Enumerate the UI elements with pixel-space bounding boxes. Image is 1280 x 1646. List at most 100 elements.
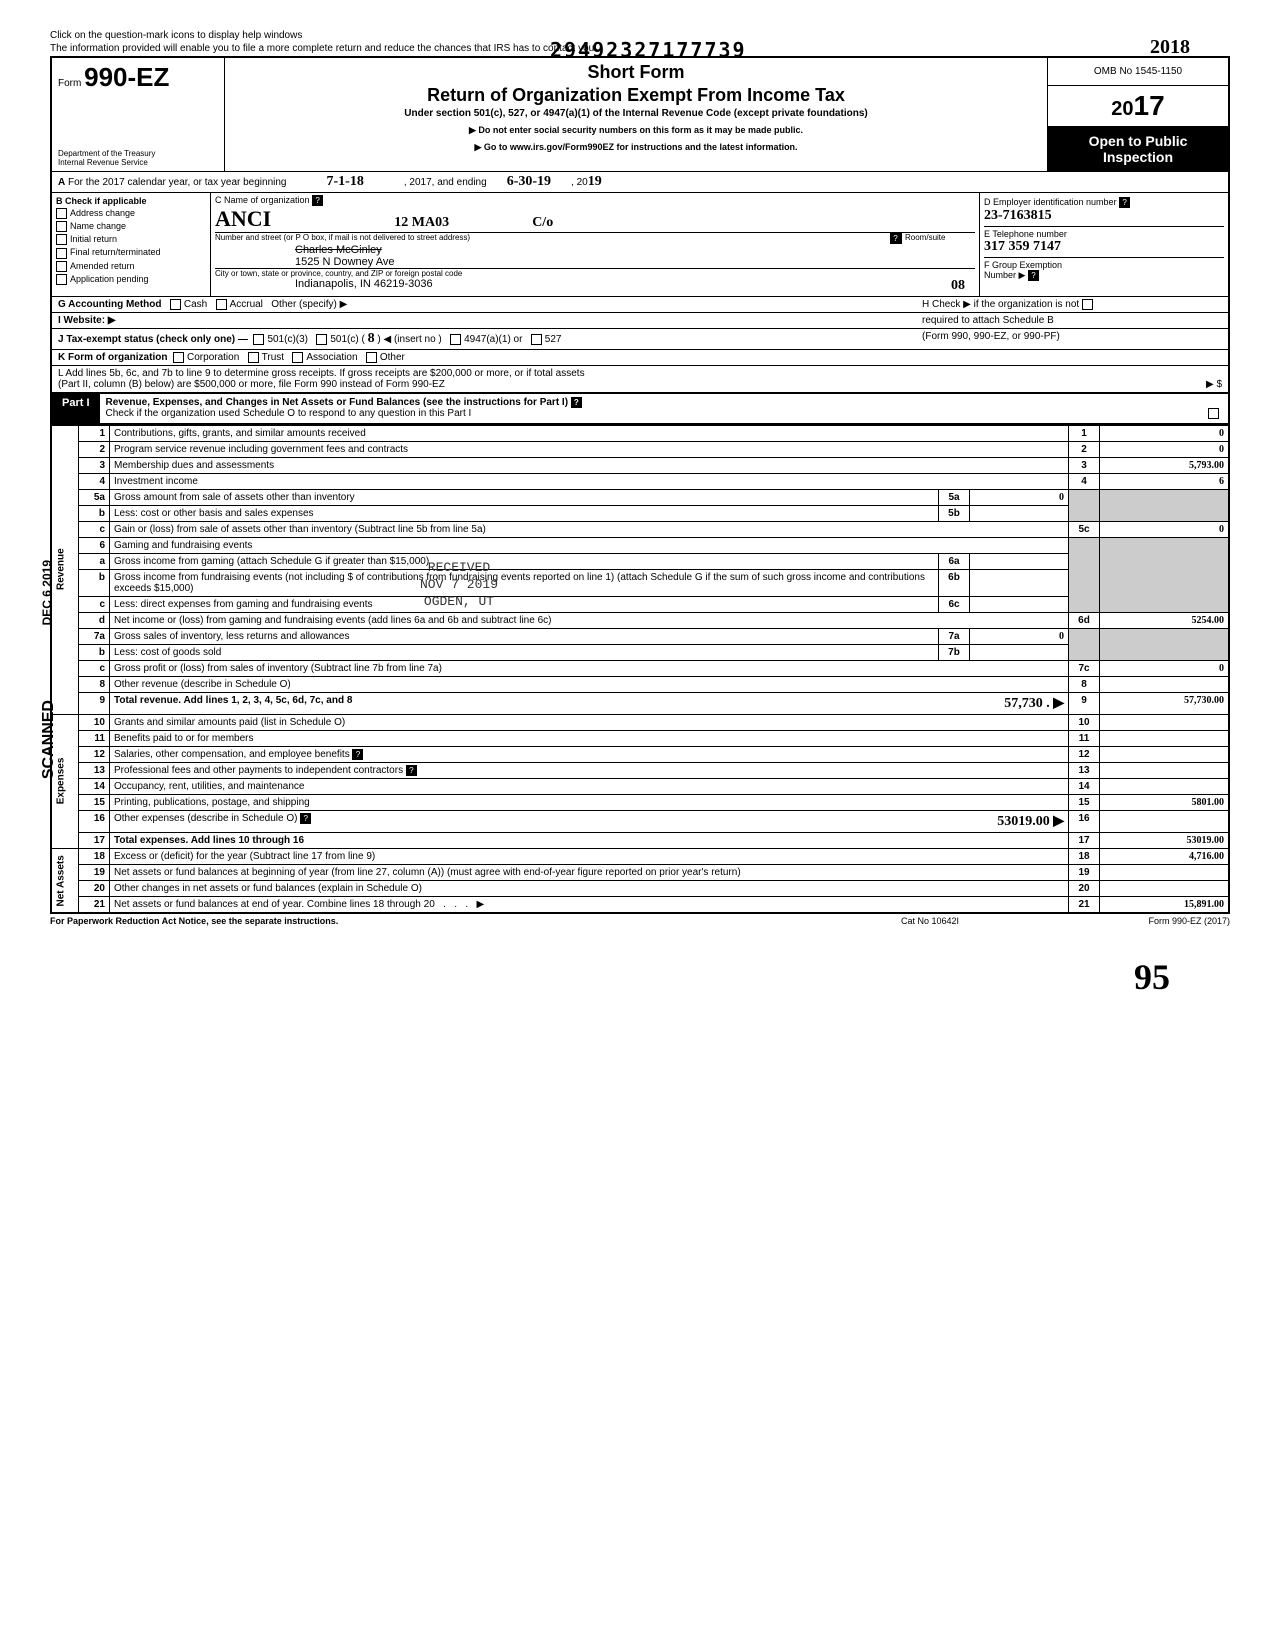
cb-address-change[interactable] (56, 208, 67, 219)
inner-amt: 0 (970, 628, 1069, 644)
line-amt (1100, 864, 1230, 880)
form-year: 17 (1134, 90, 1165, 121)
form-title: Return of Organization Exempt From Incom… (231, 85, 1041, 106)
line-num: 13 (79, 762, 110, 778)
help-icon[interactable]: ? (1028, 270, 1039, 281)
i-label: I Website: ▶ (58, 315, 116, 326)
k-label: K Form of organization (58, 352, 167, 363)
row-a-mid: , 2017, and ending (404, 177, 487, 188)
cb-527[interactable] (531, 334, 542, 345)
line-num: 9 (79, 692, 110, 714)
help-icon[interactable]: ? (300, 813, 311, 824)
line-num: b (79, 505, 110, 521)
cb-name-change[interactable] (56, 221, 67, 232)
cb-501c3[interactable] (253, 334, 264, 345)
inner-amt: 0 (970, 489, 1069, 505)
line-rn: 18 (1069, 848, 1100, 864)
line-rn: 10 (1069, 714, 1100, 730)
attn-struck: Charles McGinley (295, 244, 975, 256)
line-num: b (79, 569, 110, 596)
cb-initial-return[interactable] (56, 234, 67, 245)
cb-amended-return[interactable] (56, 261, 67, 272)
line-amt: 6 (1100, 473, 1230, 489)
ein-hand: 23-7163815 (984, 208, 1052, 223)
cb-corp[interactable] (173, 352, 184, 363)
line-amt (1100, 778, 1230, 794)
box-f-label2: Number ▶ (984, 270, 1025, 280)
j-label: J Tax-exempt status (check only one) — (58, 334, 248, 345)
inner-num: 7a (939, 628, 970, 644)
line-text: Salaries, other compensation, and employ… (114, 749, 350, 760)
cb-4947[interactable] (450, 334, 461, 345)
cb-accrual[interactable] (216, 299, 227, 310)
line-text: Less: cost of goods sold (110, 644, 939, 660)
cb-assoc[interactable] (292, 352, 303, 363)
line-amt (1100, 730, 1230, 746)
l-line1: L Add lines 5b, 6c, and 7b to line 9 to … (58, 368, 1222, 379)
footer-left: For Paperwork Reduction Act Notice, see … (50, 916, 830, 926)
side-expenses: Expenses (51, 714, 79, 848)
line-amt: 0 (1100, 660, 1230, 676)
line-16-mid-hand: 53019.00 ▶ (997, 813, 1064, 830)
section-bcd: B Check if applicable Address change Nam… (50, 193, 1230, 297)
line-rn: 16 (1069, 810, 1100, 832)
cb-other[interactable] (366, 352, 377, 363)
line-rn: 4 (1069, 473, 1100, 489)
line-num: 19 (79, 864, 110, 880)
line-num: 11 (79, 730, 110, 746)
org-mid-hand: 12 MA03 (394, 215, 449, 230)
line-rn: 12 (1069, 746, 1100, 762)
form-subtitle: Under section 501(c), 527, or 4947(a)(1)… (231, 108, 1041, 119)
line-amt: 5254.00 (1100, 612, 1230, 628)
city-state-zip: Indianapolis, IN 46219-3036 (295, 278, 433, 294)
line-text: Net assets or fund balances at beginning… (110, 864, 1069, 880)
help-icon[interactable]: ? (406, 765, 417, 776)
cb-application-pending[interactable] (56, 274, 67, 285)
line-num: c (79, 521, 110, 537)
line-text: Gross sales of inventory, less returns a… (110, 628, 939, 644)
line-num: 14 (79, 778, 110, 794)
line-text: Investment income (110, 473, 1069, 489)
box-e-label: E Telephone number (984, 229, 1067, 239)
inner-num: 6c (939, 596, 970, 612)
line-rn: 11 (1069, 730, 1100, 746)
line-text: Professional fees and other payments to … (114, 765, 403, 776)
cb-sched-o[interactable] (1208, 408, 1219, 419)
note-1: ▶ Do not enter social security numbers o… (231, 125, 1041, 136)
inner-amt (970, 569, 1069, 596)
line-rn: 14 (1069, 778, 1100, 794)
part1-header: Part I Revenue, Expenses, and Changes in… (50, 393, 1230, 424)
line-text: Gain or (loss) from sale of assets other… (110, 521, 1069, 537)
help-icon[interactable]: ? (890, 233, 901, 244)
cb-label: Application pending (70, 274, 149, 284)
label-a: A (58, 177, 65, 188)
page-bottom-hand: 95 (50, 956, 1230, 998)
cb-final-return[interactable] (56, 248, 67, 259)
row-i: I Website: ▶ required to attach Schedule… (50, 313, 1230, 329)
inner-num: 5a (939, 489, 970, 505)
help-icon[interactable]: ? (1119, 197, 1130, 208)
line-rn: 8 (1069, 676, 1100, 692)
cb-sched-b[interactable] (1082, 299, 1093, 310)
line-amt (1100, 810, 1230, 832)
line-rn: 6d (1069, 612, 1100, 628)
end-date-hand: 6-30-19 (507, 174, 551, 190)
help-icon[interactable]: ? (571, 397, 582, 408)
line-amt: 5801.00 (1100, 794, 1230, 810)
help-icon[interactable]: ? (352, 749, 363, 760)
accrual-label: Accrual (230, 299, 263, 310)
line-text: Less: cost or other basis and sales expe… (110, 505, 939, 521)
j-o2b: ) ◀ (insert no ) (377, 334, 441, 345)
k-o2: Trust (262, 352, 284, 363)
cb-501c[interactable] (316, 334, 327, 345)
cb-cash[interactable] (170, 299, 181, 310)
cb-trust[interactable] (248, 352, 259, 363)
row-g: G Accounting Method Cash Accrual Other (… (50, 297, 1230, 313)
j-o4: 527 (545, 334, 562, 345)
row-a-tail: , 20 (571, 177, 588, 188)
help-icon[interactable]: ? (312, 195, 323, 206)
j-o2: 501(c) ( (330, 334, 364, 345)
line-num: 18 (79, 848, 110, 864)
org-co-hand: C/o (532, 215, 553, 230)
dept-1: Department of the Treasury (58, 149, 218, 158)
